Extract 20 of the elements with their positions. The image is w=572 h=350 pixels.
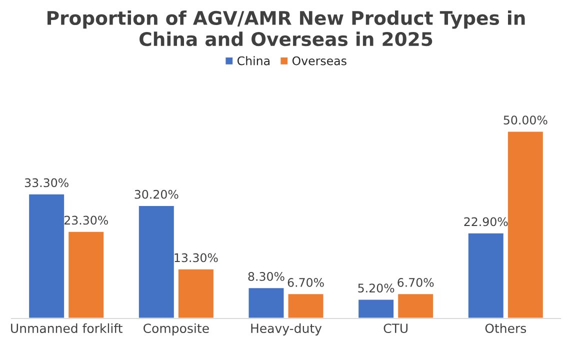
- legend-label: China: [237, 56, 270, 66]
- bar: [247, 286, 286, 318]
- bar: [286, 292, 325, 318]
- data-label: 50.00%: [504, 116, 548, 125]
- data-label: 13.30%: [174, 253, 218, 262]
- data-label: 22.90%: [464, 217, 508, 226]
- data-label: 6.70%: [288, 278, 324, 287]
- data-label: 6.70%: [398, 278, 434, 287]
- data-label: 33.30%: [24, 178, 68, 188]
- x-tick-label: Unmanned forklift: [11, 323, 122, 334]
- legend-label: Overseas: [292, 56, 346, 66]
- chart-title: Proportion of AGV/AMR New Product Types in China and Overseas in 2025: [48, 10, 525, 46]
- data-label: 8.30%: [248, 272, 284, 281]
- x-tick-label: Composite: [144, 323, 209, 336]
- x-tick-label: CTU: [384, 324, 408, 334]
- data-label: 30.20%: [134, 190, 178, 199]
- x-tick-label: Heavy-duty: [251, 323, 322, 336]
- data-label: 23.30%: [64, 216, 108, 225]
- data-label: 5.20%: [358, 284, 394, 293]
- x-tick-label: Others: [485, 323, 526, 334]
